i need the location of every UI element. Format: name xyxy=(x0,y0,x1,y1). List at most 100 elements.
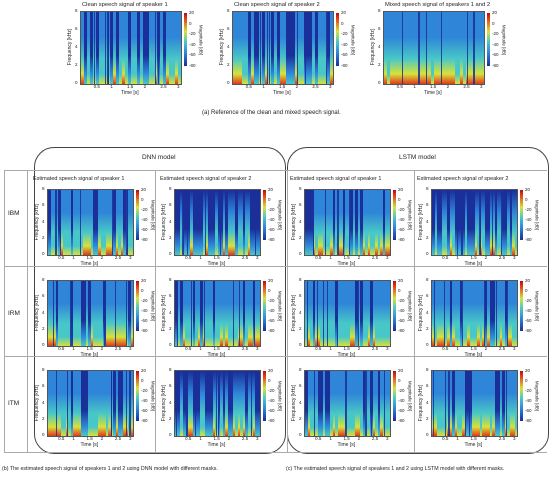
spectrogram-column xyxy=(452,371,456,436)
spectrogram-column xyxy=(247,12,252,84)
x-tick-label: 3 xyxy=(513,436,516,441)
silence-gap xyxy=(104,281,106,346)
row-divider xyxy=(4,170,547,171)
spectrogram-column xyxy=(131,12,135,84)
y-tick-label: 8 xyxy=(426,367,429,372)
spectrogram-column xyxy=(479,371,483,436)
spectrogram-column xyxy=(434,12,438,84)
left-border xyxy=(4,170,5,452)
spectrogram-column xyxy=(227,190,231,255)
spectrogram-column xyxy=(105,281,109,346)
spectrogram-column xyxy=(355,281,359,346)
x-axis-label: Time [s] xyxy=(121,90,139,96)
x-tick-label: 1.5 xyxy=(86,436,93,441)
spectrogram-column xyxy=(122,12,126,84)
spectrogram-column xyxy=(439,371,443,436)
spectrogram-column xyxy=(452,281,456,346)
silence-gap xyxy=(94,12,96,84)
x-tick-label: 3 xyxy=(329,84,332,89)
y-tick-label: 8 xyxy=(42,277,45,282)
spectrogram-column xyxy=(484,190,488,255)
spectrogram-column xyxy=(227,281,231,346)
x-tick-label: 3 xyxy=(256,346,259,351)
colorbar-tick-label: 20 xyxy=(525,368,531,373)
spectrogram-column xyxy=(320,281,324,346)
spectrogram-column xyxy=(210,190,214,255)
spectrogram-column xyxy=(205,371,209,436)
spectrogram-column xyxy=(200,190,204,255)
y-tick-label: 0 xyxy=(299,342,302,347)
y-tick-label: 2 xyxy=(299,325,302,331)
y-tick-label: 0 xyxy=(426,251,429,256)
spectrogram-column xyxy=(482,371,486,436)
spectrogram-column xyxy=(240,371,244,436)
spectrogram-column xyxy=(315,190,319,255)
spectrogram-column xyxy=(55,281,59,346)
colorbar-tick-label: -40 xyxy=(141,398,148,403)
silence-gap xyxy=(432,371,434,436)
spectrogram-column xyxy=(235,371,239,436)
spectrogram-column xyxy=(245,190,249,255)
spectrogram-column xyxy=(365,190,369,255)
silence-gap xyxy=(495,281,498,346)
spectrogram-panel xyxy=(232,11,334,85)
silence-gap xyxy=(155,12,157,84)
spectrogram-column xyxy=(449,371,453,436)
y-tick-label: 6 xyxy=(378,26,381,31)
spectrogram-column xyxy=(274,12,278,84)
colorbar xyxy=(520,371,523,421)
spectrogram-column xyxy=(115,281,119,346)
spectrogram-column xyxy=(80,190,84,255)
spectrogram-column xyxy=(514,281,517,346)
colorbar-label: Magnitude [dB] xyxy=(198,24,204,55)
spectrogram-column xyxy=(210,371,214,436)
y-tick-label: 0 xyxy=(378,80,381,85)
spectrogram-panel xyxy=(431,280,518,347)
spectrogram-column xyxy=(160,12,164,84)
spectrogram-column xyxy=(116,12,120,84)
spectrogram-column xyxy=(442,12,447,84)
spectrogram-column xyxy=(419,12,423,84)
spectrogram-column xyxy=(502,190,506,255)
spectrogram-column xyxy=(392,12,397,84)
spectrogram-column xyxy=(60,190,64,255)
spectrogram-column xyxy=(367,190,371,255)
spectrogram-column xyxy=(499,190,503,255)
spectrogram-column xyxy=(444,190,448,255)
y-tick-label: 6 xyxy=(426,293,429,299)
spectrogram-column xyxy=(89,12,94,84)
y-tick-label: 4 xyxy=(169,399,172,405)
spectrogram-column xyxy=(88,371,92,436)
spectrogram-column xyxy=(83,371,87,436)
spectrogram-column xyxy=(439,281,443,346)
spectrogram-column xyxy=(182,190,186,255)
y-tick-label: 2 xyxy=(299,415,302,421)
spectrogram-column xyxy=(504,190,508,255)
spectrogram-column xyxy=(317,190,321,255)
y-tick-label: 0 xyxy=(227,80,230,85)
spectrogram-column xyxy=(457,190,461,255)
spectrogram-column xyxy=(50,281,54,346)
spectrogram-column xyxy=(235,190,239,255)
spectrogram-column xyxy=(68,371,72,436)
y-tick-label: 4 xyxy=(42,218,45,224)
spectrogram-column xyxy=(385,190,389,255)
spectrogram-column xyxy=(180,190,184,255)
spectrogram-column xyxy=(115,371,119,436)
caption-b: (b) The estimated speech signal of speak… xyxy=(2,466,218,472)
colorbar-tick-label: 0 xyxy=(398,378,401,383)
x-tick-label: 2 xyxy=(100,255,104,260)
spectrogram-column xyxy=(497,190,501,255)
silence-gap xyxy=(505,371,507,436)
spectrogram-column xyxy=(340,371,344,436)
spectrogram-column xyxy=(442,281,446,346)
spectrogram-column xyxy=(207,371,211,436)
y-tick-label: 0 xyxy=(42,342,45,347)
spectrogram-column xyxy=(452,190,456,255)
spectrogram-column xyxy=(107,12,111,84)
spectrogram-column xyxy=(88,281,92,346)
spectrogram-column xyxy=(212,371,216,436)
y-tick-label: 4 xyxy=(227,44,230,49)
y-tick-label: 2 xyxy=(426,415,429,421)
colorbar-tick-label: -40 xyxy=(268,217,275,222)
